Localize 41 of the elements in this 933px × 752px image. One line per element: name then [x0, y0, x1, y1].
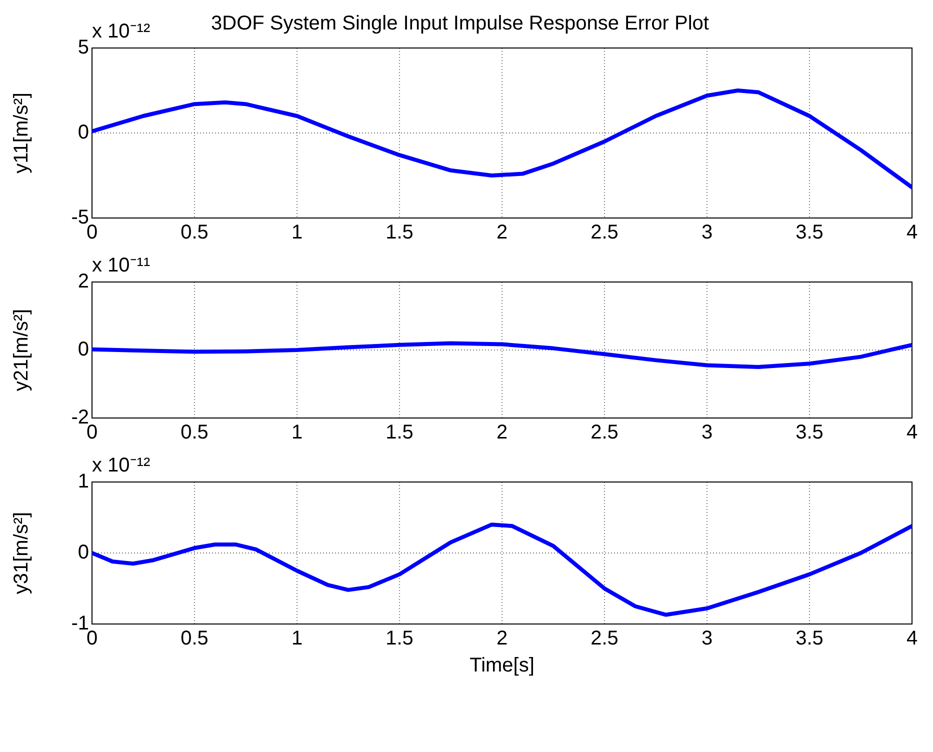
y-tick-label: 5: [78, 36, 89, 59]
x-tick-label: 2: [496, 422, 508, 444]
chart-title: 3DOF System Single Input Impulse Response Error Plot: [211, 12, 710, 35]
y-tick-label: -5: [71, 206, 89, 229]
x-tick-label: 1: [291, 422, 303, 444]
y-tick-label: 0: [78, 338, 89, 361]
x-tick-label: 0.5: [180, 422, 208, 444]
x-tick-label: 2.5: [590, 628, 618, 650]
y-tick-label: 2: [78, 270, 89, 293]
x-tick-label: 3: [701, 222, 713, 244]
text: x 10⁻¹¹: [92, 254, 150, 277]
x-tick-label: 4: [906, 222, 918, 244]
x-axis-title: Time[s]: [470, 654, 534, 677]
text: x 10⁻¹²: [92, 20, 150, 43]
y-tick-label: 0: [78, 122, 89, 144]
text: x 10⁻¹²: [92, 454, 150, 477]
x-tick-label: 4: [906, 628, 918, 650]
y-tick-label: -2: [71, 406, 89, 429]
x-tick-label: 2: [496, 628, 508, 650]
x-tick-label: 2: [496, 222, 508, 244]
x-tick-label: 3: [701, 422, 713, 444]
x-tick-label: 1.5: [386, 628, 414, 650]
x-tick-label: 1: [291, 222, 303, 244]
x-tick-label: 1: [291, 628, 303, 650]
x-tick-label: 4: [906, 422, 918, 444]
x-tick-label: 1.5: [386, 422, 414, 444]
y-tick-label: 0: [78, 542, 89, 564]
x-tick-label: 0.5: [180, 222, 208, 244]
x-tick-label: 2.5: [590, 222, 618, 244]
y-tick-label: 1: [78, 470, 89, 493]
x-tick-label: 3.5: [796, 422, 824, 444]
x-tick-label: 3.5: [796, 628, 824, 650]
x-tick-label: 3: [701, 628, 713, 650]
x-tick-label: 3.5: [796, 222, 824, 244]
x-tick-label: 2.5: [590, 422, 618, 444]
y-axis-title: y11[m/s²]: [10, 92, 33, 174]
y-axis-title: y21[m/s²]: [10, 308, 33, 392]
x-tick-label: 0.5: [180, 628, 208, 650]
y-axis-title: y31[m/s²]: [10, 512, 33, 594]
y-tick-label: -1: [71, 612, 89, 635]
x-tick-label: 1.5: [386, 222, 414, 244]
